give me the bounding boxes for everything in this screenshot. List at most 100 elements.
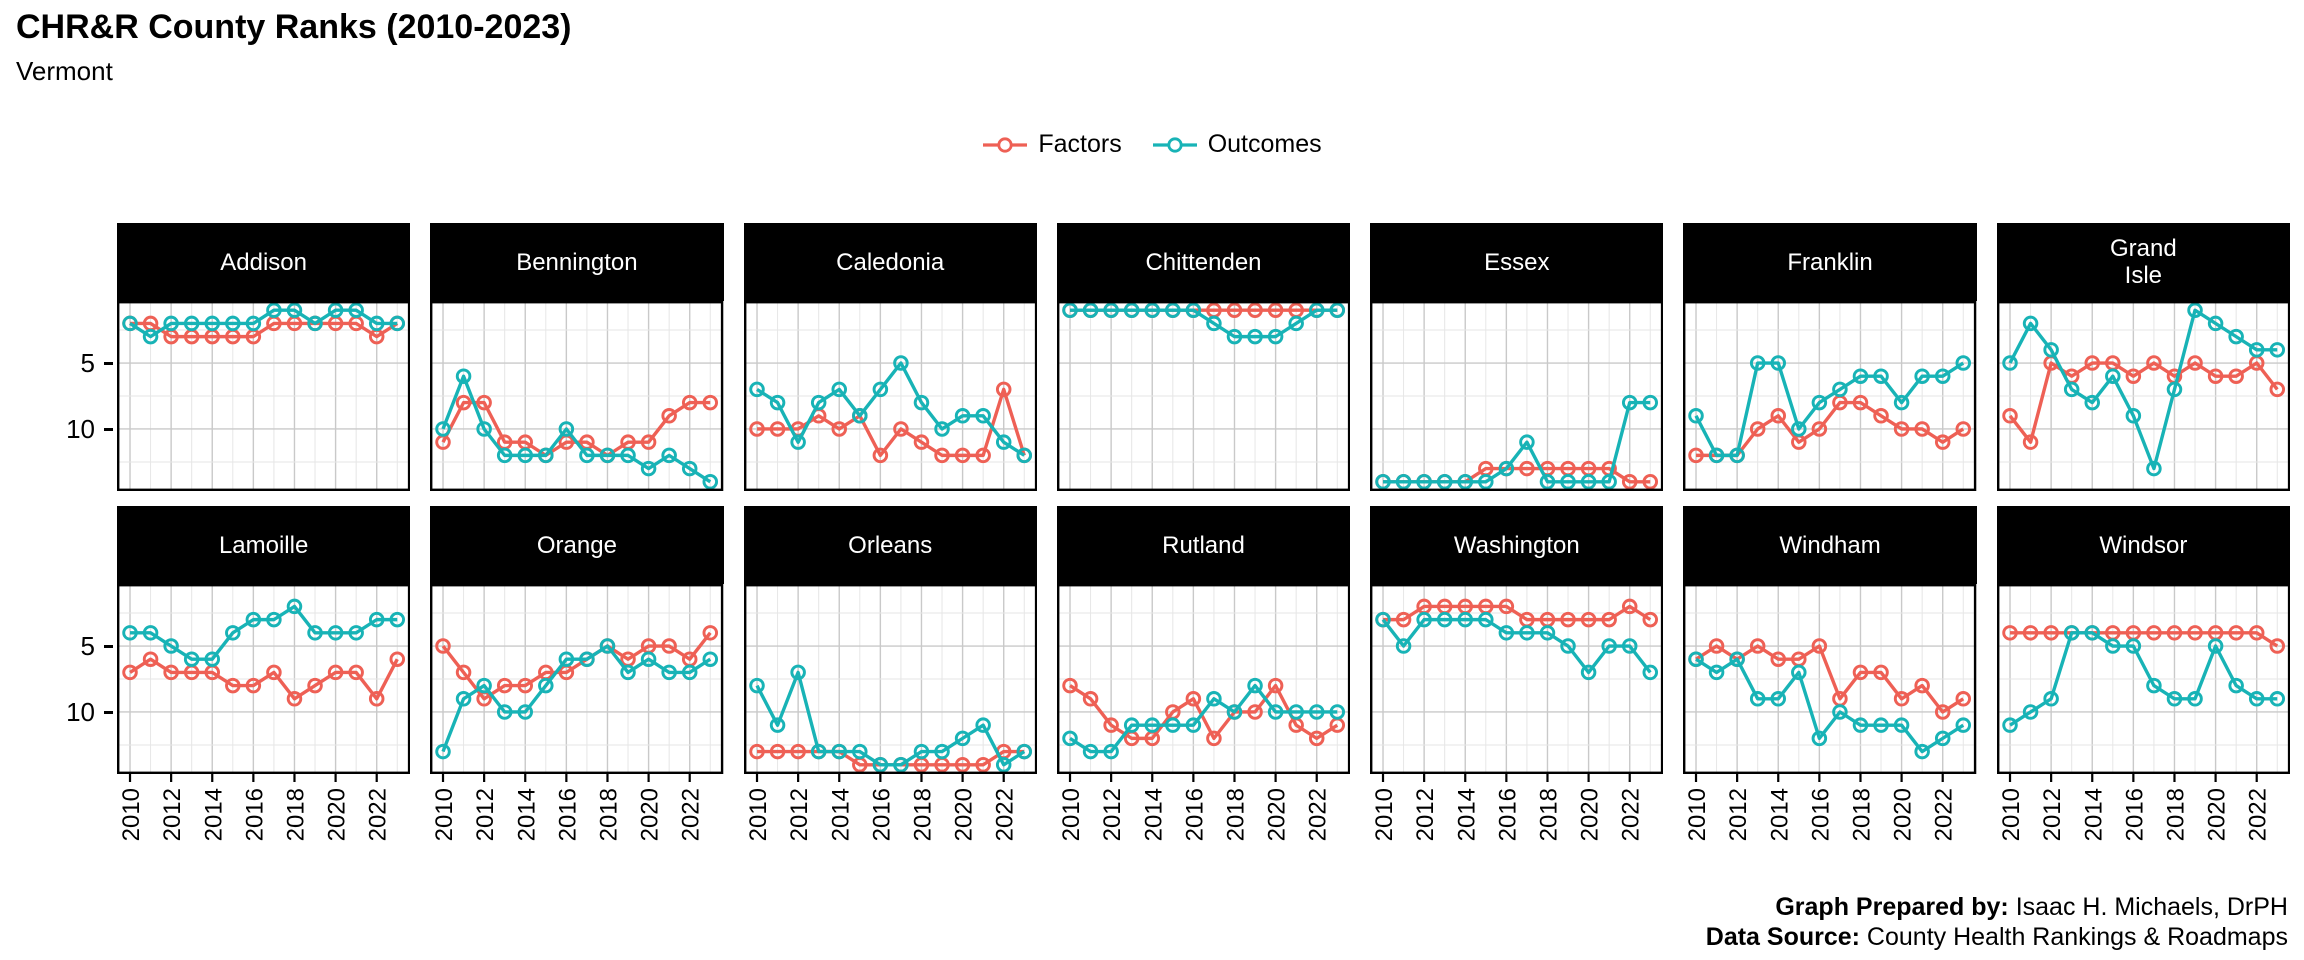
facet-plot (743, 301, 1037, 491)
x-tick-label: 2016 (1495, 788, 1522, 841)
x-axis-cell: 2010 2012 2014 2016 2018 2020 2022 (1997, 774, 2290, 848)
x-axis-spacer (52, 774, 97, 848)
legend-item-factors: Factors (982, 130, 1122, 159)
x-axis: 2010 2012 2014 2016 2018 2020 2022 (1684, 774, 1958, 841)
facet-panel: Lamoille (117, 506, 411, 774)
x-tick-label: 2014 (2080, 788, 2107, 841)
x-tick-label: 2022 (365, 788, 392, 841)
facet-plot (1056, 301, 1351, 491)
caption: Graph Prepared by: Isaac H. Michaels, Dr… (1706, 892, 2288, 952)
factors-line-marker-icon (983, 136, 1028, 153)
facet-panel: Washington (1370, 506, 1664, 774)
facet-title: Caledonia (743, 223, 1037, 301)
facet-title: Rutland (1056, 506, 1351, 584)
facet-title: Windham (1683, 506, 1977, 584)
x-tick-label: 2014 (514, 788, 541, 841)
x-axis: 2010 2012 2014 2016 2018 2020 2022 (1998, 774, 2271, 841)
x-tick-label: 2020 (2203, 788, 2230, 841)
x-tick-label: 2018 (909, 788, 936, 841)
x-tick-label: 2018 (282, 788, 309, 841)
legend-label-factors: Factors (1038, 130, 1122, 158)
x-tick-label: 2022 (2244, 788, 2271, 841)
facet-title: Addison (117, 223, 411, 301)
facet-title: Lamoille (117, 506, 411, 584)
x-tick-label: 2020 (637, 788, 664, 841)
x-axis-cell: 2010 2012 2014 2016 2018 2020 2022 (744, 774, 1037, 848)
facet-title: Windsor (1996, 506, 2290, 584)
facet-title: Orange (430, 506, 724, 584)
facet-plot (1996, 584, 2290, 774)
x-tick-label: 2014 (1767, 788, 1794, 841)
facet-plot (117, 584, 411, 774)
page-subtitle: Vermont (16, 56, 113, 86)
x-tick-label: 2012 (472, 788, 499, 841)
x-tick-label: 2022 (1931, 788, 1958, 841)
x-tick-label: 2010 (431, 788, 458, 841)
facet-plot (1996, 301, 2290, 491)
legend: Factors Outcomes (0, 130, 2304, 159)
facet-plot (117, 301, 411, 491)
facet-plot (743, 584, 1037, 774)
facet-plot (1370, 584, 1664, 774)
x-tick-label: 2020 (324, 788, 351, 841)
facet-panel: Chittenden (1056, 223, 1351, 491)
facet-grid: 5 10 Addison Bennington Caledonia Chittende… (52, 223, 2290, 848)
y-tick-mark (104, 362, 113, 365)
x-tick-label: 2014 (827, 788, 854, 841)
x-tick-label: 2012 (1412, 788, 1439, 841)
x-tick-label: 2012 (1726, 788, 1753, 841)
x-tick-label: 2010 (1371, 788, 1398, 841)
facet-panel: Rutland (1056, 506, 1351, 774)
facet-panel: Orleans (743, 506, 1037, 774)
facet-row-2: 5 10 Lamoille Orange Orleans Rutland Washing… (52, 506, 2290, 774)
facet-panel: Bennington (430, 223, 724, 491)
x-tick-label: 2022 (991, 788, 1018, 841)
x-axis: 2010 2012 2014 2016 2018 2020 2022 (1058, 774, 1332, 841)
outcomes-line-marker-icon (1152, 136, 1197, 153)
facet-title: Orleans (743, 506, 1037, 584)
facet-panel: Grand Isle (1996, 223, 2290, 491)
legend-item-outcomes: Outcomes (1152, 130, 1322, 159)
x-tick-label: 2012 (2039, 788, 2066, 841)
x-tick-label: 2016 (868, 788, 895, 841)
x-tick-label: 2012 (159, 788, 186, 841)
x-tick-label: 2020 (1577, 788, 1604, 841)
x-tick-label: 2018 (2162, 788, 2189, 841)
facet-plot (1056, 584, 1351, 774)
y-tick-label: 10 (66, 414, 95, 444)
y-tick-label: 10 (66, 697, 95, 727)
y-tick-mark (104, 711, 113, 714)
y-tick-mark (104, 645, 113, 648)
x-tick-label: 2014 (200, 788, 227, 841)
x-tick-label: 2022 (1618, 788, 1645, 841)
x-tick-label: 2016 (2121, 788, 2148, 841)
x-tick-label: 2012 (1099, 788, 1126, 841)
x-tick-label: 2016 (1181, 788, 1208, 841)
x-tick-label: 2014 (1453, 788, 1480, 841)
x-tick-label: 2018 (1849, 788, 1876, 841)
x-tick-label: 2010 (745, 788, 772, 841)
x-axis: 2010 2012 2014 2016 2018 2020 2022 (1371, 774, 1645, 841)
x-axis-cell: 2010 2012 2014 2016 2018 2020 2022 (1370, 774, 1663, 848)
x-tick-label: 2010 (118, 788, 145, 841)
y-tick-label: 5 (80, 631, 95, 661)
facet-panel: Windham (1683, 506, 1977, 774)
x-tick-label: 2018 (1222, 788, 1249, 841)
facet-plot (1683, 301, 1977, 491)
x-tick-label: 2020 (950, 788, 977, 841)
x-tick-label: 2022 (678, 788, 705, 841)
x-axis: 2010 2012 2014 2016 2018 2020 2022 (431, 774, 705, 841)
x-axis-cell: 2010 2012 2014 2016 2018 2020 2022 (430, 774, 723, 848)
facet-panel: Franklin (1683, 223, 1977, 491)
x-axis-row: 2010 2012 2014 2016 2018 2020 2022 2010 2012 2014… (52, 774, 2290, 848)
y-axis-row2: 5 10 (52, 506, 113, 774)
x-tick-label: 2010 (1998, 788, 2025, 841)
x-axis-cell: 2010 2012 2014 2016 2018 2020 2022 (117, 774, 410, 848)
facet-plot (1370, 301, 1664, 491)
facet-plot (430, 301, 724, 491)
x-axis-cell: 2010 2012 2014 2016 2018 2020 2022 (1057, 774, 1350, 848)
facet-title: Essex (1370, 223, 1664, 301)
x-tick-label: 2018 (596, 788, 623, 841)
facet-panel: Orange (430, 506, 724, 774)
